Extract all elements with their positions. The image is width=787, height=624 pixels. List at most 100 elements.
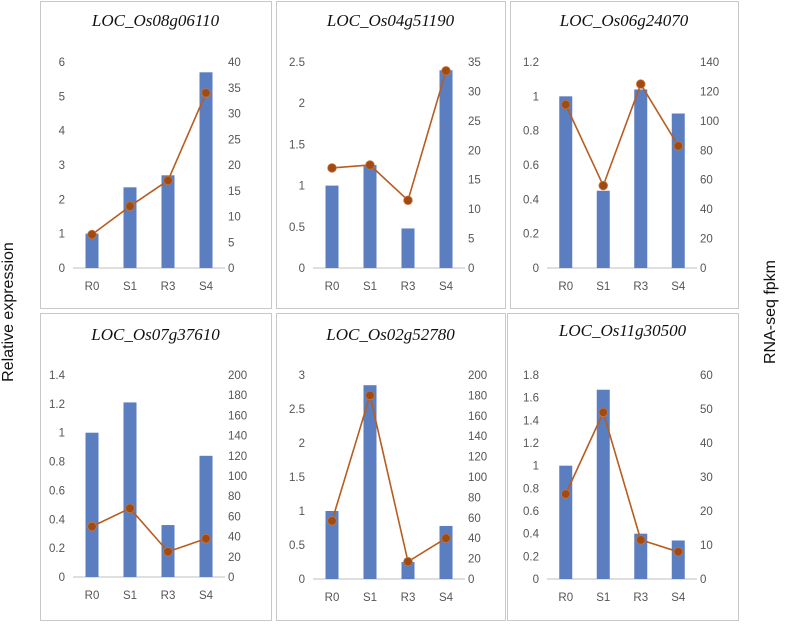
right-y-tick-label: 120 bbox=[700, 86, 719, 98]
bar-S1 bbox=[363, 385, 377, 579]
bar-R0 bbox=[325, 511, 339, 579]
x-category-label: S4 bbox=[439, 592, 454, 604]
left-y-tick-label: 4 bbox=[59, 126, 66, 138]
fpkm-point-R0 bbox=[561, 489, 571, 499]
right-y-tick-label: 25 bbox=[468, 116, 481, 128]
right-y-tick-label: 30 bbox=[228, 109, 241, 121]
bar-S1 bbox=[123, 187, 137, 268]
chart-title: LOC_Os08g06110 bbox=[91, 11, 220, 30]
fpkm-point-R0 bbox=[87, 229, 97, 240]
right-y-tick-label: 10 bbox=[700, 540, 713, 552]
right-y-tick-label: 0 bbox=[228, 572, 234, 584]
bar-S1 bbox=[596, 389, 610, 579]
right-y-tick-label: 40 bbox=[700, 204, 713, 216]
fpkm-point-R3 bbox=[636, 535, 646, 545]
right-y-tick-label: 5 bbox=[468, 234, 474, 246]
left-y-tick-label: 0.8 bbox=[523, 483, 539, 495]
left-y-tick-label: 1.2 bbox=[523, 57, 539, 69]
chart-panel-2: LOC_Os06g24070 0 0.2 0.4 0.6 0.8 1 1.2 0 20 40 60 80… bbox=[510, 1, 739, 309]
right-y-tick-label: 60 bbox=[228, 511, 241, 523]
bar-S4 bbox=[199, 72, 213, 268]
panel-border bbox=[276, 313, 506, 621]
chart-panel-3: LOC_Os07g37610 0 0.2 0.4 0.6 0.8 1 1.2 1.4 0 20 40 6… bbox=[40, 313, 272, 621]
right-y-tick-label: 180 bbox=[468, 390, 487, 402]
fpkm-point-R0 bbox=[327, 163, 337, 173]
fpkm-point-S1 bbox=[125, 201, 135, 211]
left-y-tick-label: 1.4 bbox=[49, 370, 66, 382]
right-y-tick-label: 20 bbox=[468, 554, 481, 566]
chart-title: LOC_Os06g24070 bbox=[559, 11, 689, 30]
right-y-tick-label: 10 bbox=[468, 204, 481, 216]
right-y-tick-label: 100 bbox=[700, 116, 719, 128]
x-category-label: R3 bbox=[161, 590, 176, 602]
x-category-label: S4 bbox=[199, 281, 214, 293]
right-y-tick-label: 200 bbox=[228, 370, 247, 382]
fpkm-series-line bbox=[565, 82, 679, 188]
left-y-tick-label: 0.5 bbox=[289, 540, 305, 552]
right-y-tick-label: 20 bbox=[228, 160, 241, 172]
x-category-label: R0 bbox=[85, 281, 100, 293]
left-y-tick-label: 2.5 bbox=[289, 404, 305, 416]
right-y-tick-label: 15 bbox=[468, 175, 481, 187]
left-y-tick-label: 0.4 bbox=[523, 194, 540, 206]
x-category-label: R3 bbox=[633, 281, 648, 293]
left-y-tick-label: 0.4 bbox=[49, 514, 66, 526]
fpkm-point-S1 bbox=[598, 407, 608, 418]
right-y-tick-label: 160 bbox=[228, 410, 247, 422]
x-category-label: R3 bbox=[633, 592, 648, 604]
right-y-tick-label: 40 bbox=[228, 57, 241, 69]
panel-border bbox=[40, 1, 272, 309]
chart-panel-5: LOC_Os11g30500 0 0.2 0.4 0.6 0.8 1 1.2 1.4 1.6 1.8… bbox=[507, 313, 739, 621]
right-y-tick-label: 80 bbox=[700, 145, 713, 157]
left-y-tick-label: 5 bbox=[59, 91, 65, 103]
x-category-label: R0 bbox=[558, 592, 573, 604]
left-y-tick-label: 0.5 bbox=[289, 222, 305, 234]
left-y-tick-label: 1 bbox=[533, 461, 539, 473]
right-y-tick-label: 60 bbox=[700, 175, 713, 187]
x-category-label: S4 bbox=[671, 592, 686, 604]
left-y-tick-label: 0 bbox=[299, 574, 305, 586]
x-category-label: R0 bbox=[85, 590, 100, 602]
chart-title: LOC_Os07g37610 bbox=[90, 325, 220, 344]
left-y-tick-label: 2 bbox=[59, 194, 65, 206]
left-y-tick-label: 0 bbox=[533, 263, 539, 275]
x-category-label: R3 bbox=[401, 592, 416, 604]
panel-border bbox=[507, 313, 739, 621]
left-y-tick-label: 2 bbox=[299, 98, 305, 110]
x-category-label: R0 bbox=[325, 281, 340, 293]
fpkm-point-S4 bbox=[673, 547, 683, 557]
fpkm-series-line bbox=[331, 392, 447, 563]
fpkm-point-S1 bbox=[365, 390, 375, 401]
fpkm-point-R3 bbox=[403, 195, 413, 206]
chart-title: LOC_Os02g52780 bbox=[325, 325, 455, 344]
fpkm-point-S1 bbox=[598, 180, 608, 191]
right-y-tick-label: 0 bbox=[468, 574, 474, 586]
fpkm-point-S4 bbox=[673, 141, 683, 151]
right-y-tick-label: 120 bbox=[228, 451, 247, 463]
right-y-tick-label: 20 bbox=[228, 552, 241, 564]
x-category-label: S1 bbox=[363, 281, 377, 293]
bar-S4 bbox=[439, 70, 453, 269]
right-y-tick-label: 40 bbox=[700, 438, 713, 450]
right-y-tick-label: 0 bbox=[700, 574, 706, 586]
fpkm-point-S4 bbox=[201, 88, 211, 98]
left-y-tick-label: 1 bbox=[59, 229, 65, 241]
left-y-tick-label: 1 bbox=[299, 181, 305, 193]
right-y-tick-label: 10 bbox=[228, 212, 241, 224]
left-y-tick-label: 1.5 bbox=[289, 139, 305, 151]
fpkm-point-R0 bbox=[327, 516, 337, 526]
left-y-tick-label: 1 bbox=[299, 506, 305, 518]
right-y-tick-label: 140 bbox=[228, 431, 247, 443]
left-y-tick-label: 0.8 bbox=[523, 126, 539, 138]
right-y-tick-label: 40 bbox=[468, 533, 481, 545]
bar-S4 bbox=[671, 113, 685, 268]
bar-S4 bbox=[199, 455, 213, 577]
fpkm-point-R3 bbox=[403, 556, 413, 567]
x-category-label: R0 bbox=[325, 592, 340, 604]
panel-border bbox=[276, 1, 506, 309]
right-y-tick-label: 60 bbox=[468, 513, 481, 525]
bar-S1 bbox=[363, 165, 377, 268]
x-category-label: R3 bbox=[401, 281, 416, 293]
left-y-tick-label: 0.2 bbox=[49, 543, 65, 555]
